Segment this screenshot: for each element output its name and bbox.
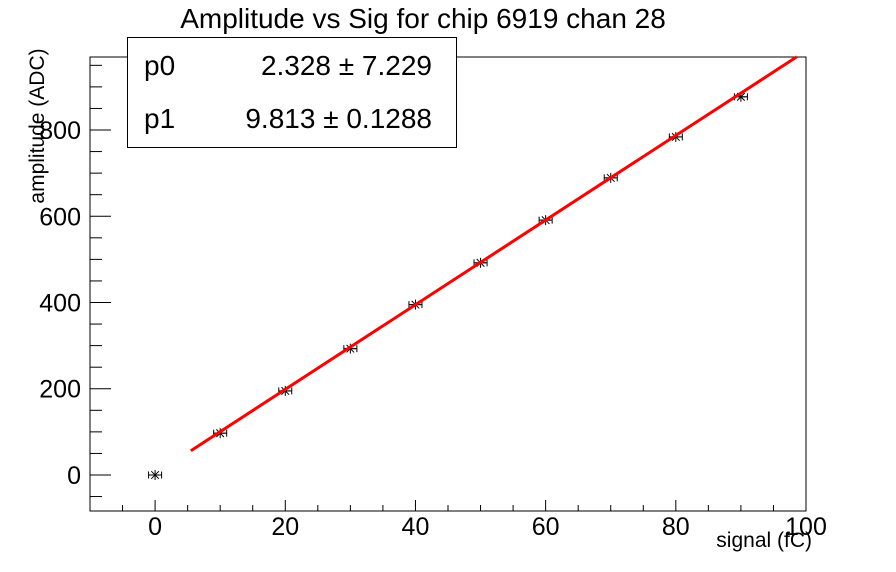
param-p1-value: 9.813 ± 0.1288 [245,102,432,134]
svg-text:20: 20 [271,513,299,541]
svg-text:600: 600 [39,203,81,231]
svg-text:40: 40 [402,513,430,541]
x-axis-title: signal (fC) [716,529,812,552]
param-p0-name: p0 [144,50,176,82]
svg-text:400: 400 [39,289,81,317]
fit-line [190,55,798,452]
stat-row-p1: p1 9.813 ± 0.1288 [144,93,432,146]
svg-text:0: 0 [148,513,162,541]
x-axis-ticks [122,500,807,511]
stat-row-p0: p0 2.328 ± 7.229 [144,40,432,93]
param-p0-value: 2.328 ± 7.229 [260,50,432,82]
fit-stats-box: p0 2.328 ± 7.229 p1 9.813 ± 0.1288 [127,37,457,148]
y-axis-ticks [90,64,111,498]
y-axis-title: amplitude (ADC) [26,48,49,204]
param-p1-name: p1 [144,102,176,134]
plot-title: Amplitude vs Sig for chip 6919 chan 28 [180,3,666,34]
svg-text:0: 0 [67,462,81,490]
svg-text:80: 80 [662,513,690,541]
svg-text:200: 200 [39,376,81,404]
svg-text:60: 60 [532,513,560,541]
data-points [148,91,748,480]
y-axis-tick-labels: 0 200 400 600 800 [39,117,81,490]
x-axis-tick-labels: 0 20 40 60 80 100 [148,513,827,541]
svg-text:800: 800 [39,117,81,145]
svg-text:100: 100 [785,513,827,541]
